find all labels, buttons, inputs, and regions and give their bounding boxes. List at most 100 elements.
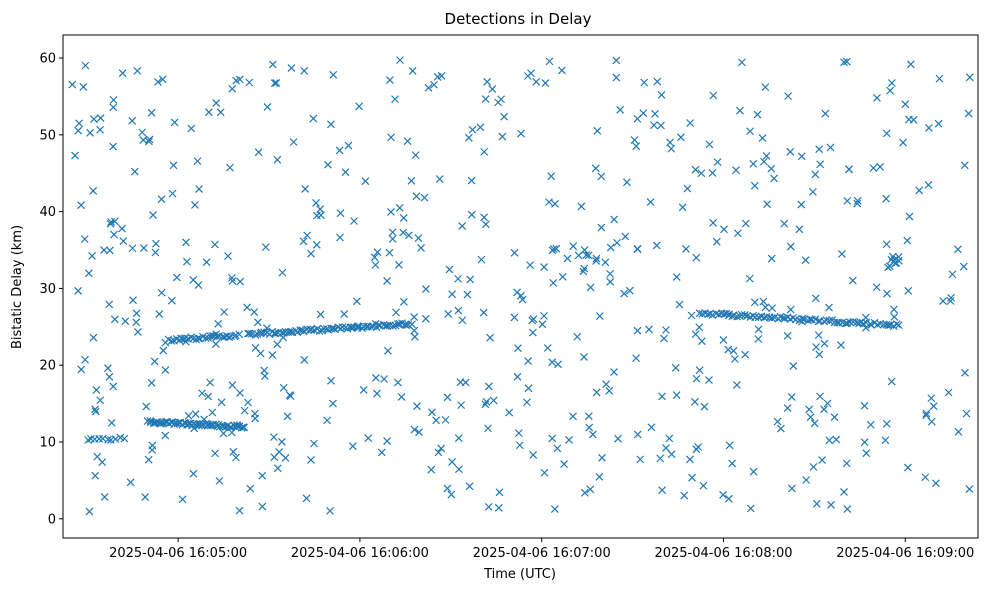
- track-3-point: [408, 320, 416, 329]
- clutter-point: [931, 479, 940, 488]
- clutter-point: [169, 161, 178, 170]
- clutter-point: [712, 237, 721, 246]
- clutter-point: [597, 172, 606, 181]
- clutter-point: [193, 157, 202, 166]
- clutter-point: [815, 350, 824, 359]
- track-5-point: [104, 435, 113, 444]
- track-4-point: [740, 310, 749, 319]
- clutter-point: [118, 224, 126, 233]
- clutter-point: [569, 412, 577, 421]
- clutter-point: [443, 393, 452, 402]
- clutter-point: [886, 86, 895, 95]
- clutter-point: [553, 444, 562, 453]
- clutter-point: [261, 243, 270, 252]
- clutter-point: [551, 199, 559, 208]
- clutter-point: [890, 255, 899, 264]
- clutter-point: [149, 211, 157, 220]
- clutter-point: [168, 189, 177, 198]
- clutter-point: [348, 442, 357, 451]
- clutter-point: [88, 252, 97, 260]
- clutter-point: [927, 417, 936, 426]
- clutter-point: [915, 186, 924, 195]
- clutter-point: [645, 325, 653, 334]
- clutter-point: [380, 375, 389, 383]
- clutter-point: [595, 312, 604, 321]
- clutter-point: [96, 114, 105, 122]
- clutter-point: [523, 72, 532, 80]
- clutter-point: [98, 458, 107, 467]
- clutter-point: [697, 337, 706, 346]
- y-tick-label: 0: [48, 512, 56, 527]
- clutter-point: [588, 430, 597, 439]
- clutter-point: [719, 335, 728, 344]
- x-axis-label: Time (UTC): [483, 567, 556, 582]
- clutter-point: [130, 167, 139, 176]
- clutter-point: [584, 412, 593, 421]
- clutter-point: [302, 494, 311, 503]
- clutter-point: [258, 471, 267, 480]
- clutter-point: [373, 389, 381, 398]
- clutter-point: [954, 427, 963, 436]
- clutter-point: [178, 495, 187, 504]
- clutter-point: [906, 60, 915, 69]
- clutter-point: [161, 366, 170, 375]
- clutter-point: [232, 453, 240, 462]
- clutter-point: [445, 265, 454, 274]
- clutter-point: [182, 257, 191, 266]
- clutter-point: [430, 80, 438, 89]
- clutter-point: [74, 286, 83, 295]
- track-4-point: [859, 319, 868, 328]
- clutter-point: [467, 176, 476, 185]
- clutter-point: [601, 258, 610, 267]
- clutter-point: [761, 83, 770, 92]
- clutter-point: [922, 409, 931, 418]
- clutter-point: [602, 380, 611, 389]
- clutter-point: [133, 328, 142, 336]
- clutter-point: [96, 396, 105, 405]
- clutter-point: [74, 126, 83, 135]
- clutter-point: [287, 64, 296, 72]
- clutter-point: [584, 251, 593, 260]
- clutter-point: [904, 286, 913, 295]
- clutter-point: [132, 309, 141, 318]
- clutter-point: [934, 119, 943, 128]
- clutter-point: [754, 325, 763, 334]
- clutter-point: [484, 382, 493, 391]
- clutter-point: [77, 365, 86, 374]
- clutter-point: [960, 161, 969, 170]
- clutter-point: [962, 409, 971, 418]
- clutter-point: [133, 66, 142, 75]
- clutter-point: [254, 148, 263, 157]
- track-2-point: [213, 332, 221, 341]
- clutter-point: [592, 256, 601, 265]
- clutter-point: [845, 165, 854, 174]
- clutter-point: [211, 449, 219, 458]
- clutter-point: [300, 66, 309, 75]
- clutter-point: [557, 66, 566, 75]
- clutter-point: [699, 481, 708, 490]
- clutter-point: [443, 484, 452, 493]
- clutter-point: [268, 60, 277, 69]
- clutter-point: [336, 233, 344, 242]
- clutter-point: [579, 267, 588, 276]
- clutter-point: [523, 398, 531, 407]
- clutter-point: [586, 485, 595, 494]
- clutter-point: [614, 434, 622, 443]
- clutter-point: [903, 463, 912, 472]
- clutter-point: [110, 230, 118, 239]
- clutter-point: [480, 147, 489, 156]
- track-3-point: [307, 325, 316, 334]
- clutter-point: [494, 503, 503, 512]
- clutter-point: [489, 396, 498, 405]
- clutter-point: [68, 80, 77, 89]
- clutter-point: [129, 296, 137, 305]
- clutter-point: [922, 411, 931, 420]
- clutter-point: [377, 448, 386, 457]
- clutter-point: [428, 408, 436, 417]
- clutter-point: [388, 234, 397, 243]
- clutter-point: [686, 119, 695, 127]
- clutter-point: [100, 493, 109, 501]
- clutter-point: [447, 490, 456, 499]
- track-3-point: [348, 323, 357, 332]
- y-tick-label: 10: [39, 436, 56, 451]
